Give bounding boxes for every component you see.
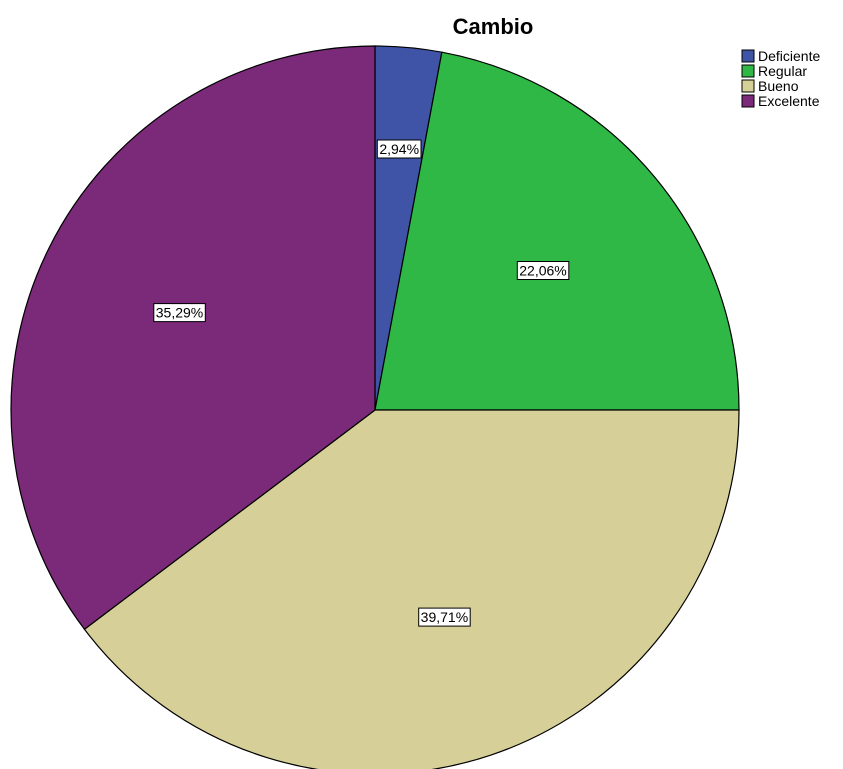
slice-label-deficiente: 2,94% bbox=[377, 140, 421, 158]
legend-item-deficiente: Deficiente bbox=[742, 48, 820, 64]
slice-label-bueno: 39,71% bbox=[419, 608, 471, 626]
slice-label-text: 2,94% bbox=[379, 141, 419, 157]
legend-swatch bbox=[742, 80, 754, 92]
legend-label: Excelente bbox=[758, 93, 820, 109]
legend-item-bueno: Bueno bbox=[742, 78, 799, 94]
legend-item-excelente: Excelente bbox=[742, 93, 820, 109]
legend-swatch bbox=[742, 95, 754, 107]
legend-swatch bbox=[742, 50, 754, 62]
legend-label: Bueno bbox=[758, 78, 799, 94]
legend-label: Deficiente bbox=[758, 48, 820, 64]
slice-label-excelente: 35,29% bbox=[154, 304, 206, 322]
pie-slices bbox=[11, 46, 739, 769]
legend-swatch bbox=[742, 65, 754, 77]
slice-label-text: 35,29% bbox=[156, 305, 203, 321]
slice-label-regular: 22,06% bbox=[517, 262, 569, 280]
legend-item-regular: Regular bbox=[742, 63, 807, 79]
chart-title: Cambio bbox=[453, 14, 534, 39]
slice-label-text: 39,71% bbox=[421, 609, 468, 625]
slice-label-text: 22,06% bbox=[519, 263, 566, 279]
legend-label: Regular bbox=[758, 63, 807, 79]
